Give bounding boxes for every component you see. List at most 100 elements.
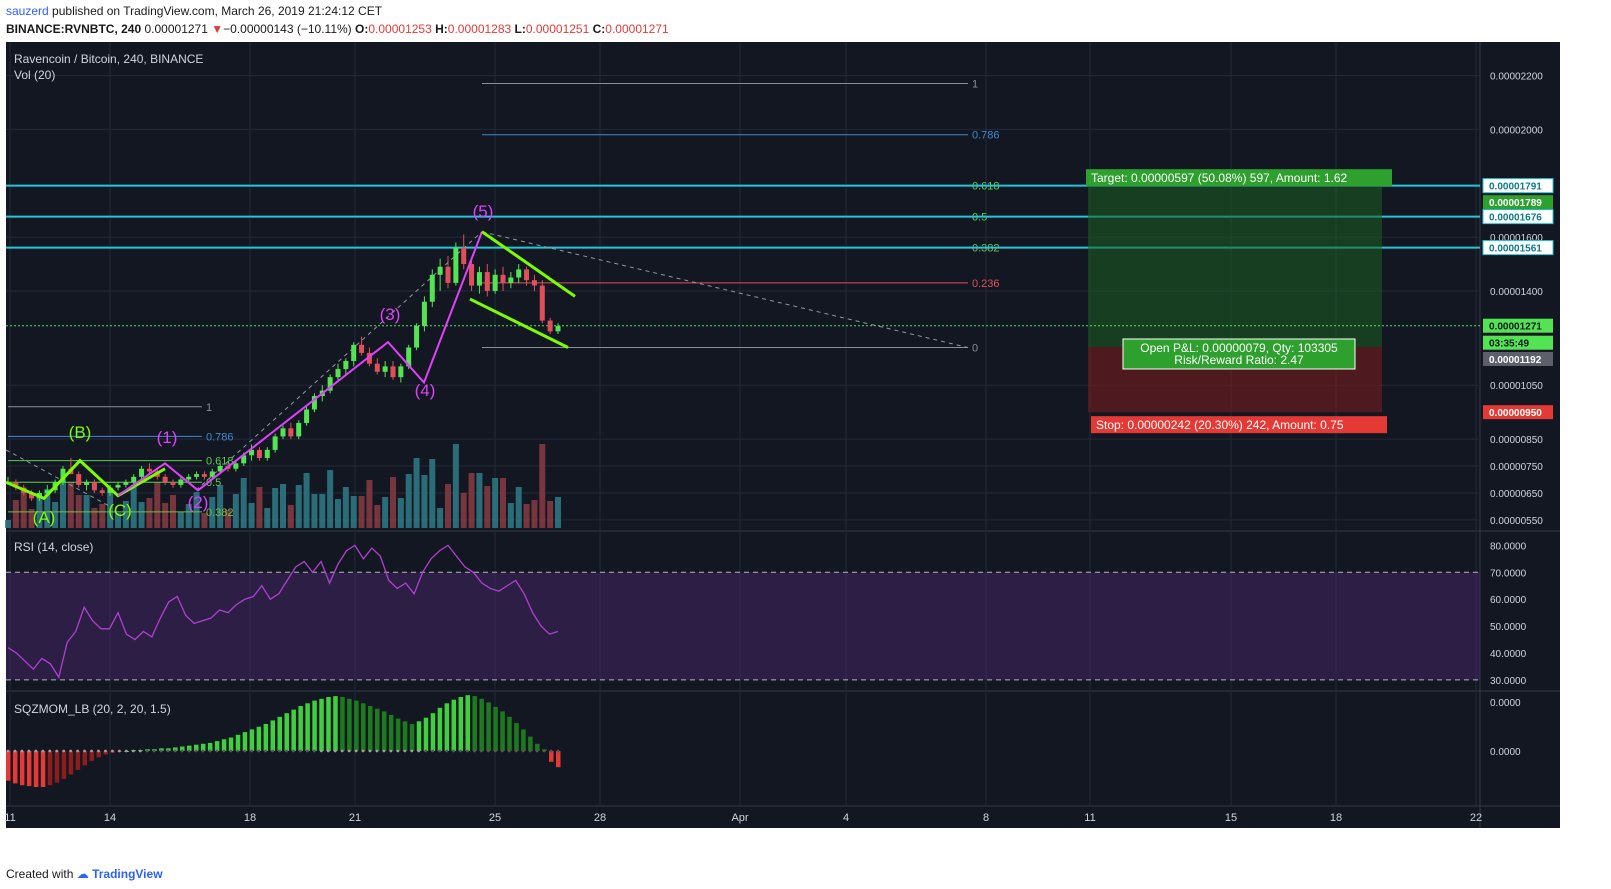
squeeze-dot bbox=[76, 749, 80, 753]
volume-bar bbox=[413, 458, 420, 528]
candle-body bbox=[311, 396, 317, 410]
candle-body bbox=[516, 269, 522, 278]
candle-body bbox=[421, 301, 427, 326]
squeeze-dot bbox=[292, 749, 295, 753]
volume-bar bbox=[295, 485, 302, 528]
momentum-bar bbox=[479, 698, 484, 751]
momentum-bar bbox=[193, 744, 199, 751]
squeeze-dot bbox=[403, 749, 407, 753]
volume-bar bbox=[225, 510, 231, 528]
symbol-name: BINANCE:RVNBTC, 240 bbox=[6, 22, 142, 36]
squeeze-dot bbox=[326, 749, 330, 753]
candle-body bbox=[29, 492, 35, 499]
impulse-wave-line bbox=[117, 231, 483, 497]
momentum-bar bbox=[549, 751, 554, 762]
rsi-band bbox=[6, 572, 1480, 680]
price-badge bbox=[1483, 318, 1553, 333]
volume-bar bbox=[390, 477, 396, 528]
momentum-bar bbox=[402, 721, 408, 751]
target-label: Target: 0.00000597 (50.08%) 597, Amount:… bbox=[1091, 171, 1348, 185]
wave-label: (B) bbox=[69, 423, 92, 442]
volume-bar bbox=[287, 505, 294, 528]
trend-dashed-line bbox=[481, 231, 969, 349]
momentum-bar bbox=[173, 747, 178, 751]
squeeze-dot bbox=[222, 749, 226, 753]
volume-bar bbox=[452, 444, 459, 528]
volume-bar bbox=[256, 487, 263, 528]
tradingview-link[interactable]: TradingView bbox=[92, 867, 163, 881]
x-tick-label: 4 bbox=[843, 812, 849, 824]
last-price: 0.00001271 bbox=[144, 22, 208, 36]
squeeze-dot bbox=[368, 749, 372, 753]
candle-body bbox=[374, 363, 380, 372]
price-badge bbox=[1482, 209, 1554, 225]
candle-body bbox=[476, 272, 482, 286]
open-label: O: bbox=[355, 22, 369, 36]
candle-body bbox=[382, 366, 388, 372]
candle-body bbox=[359, 344, 365, 353]
momentum-bar bbox=[284, 713, 289, 751]
squeeze-dot bbox=[507, 749, 511, 753]
squeeze-dot bbox=[312, 749, 316, 753]
candle-body bbox=[60, 468, 66, 483]
price-badge-label: 0.00001791 bbox=[1489, 182, 1542, 193]
squeeze-dot bbox=[152, 749, 156, 753]
momentum-bar bbox=[333, 696, 338, 751]
squeeze-dot bbox=[375, 749, 379, 753]
squeeze-dot bbox=[138, 749, 142, 753]
momentum-bar bbox=[319, 698, 324, 751]
candle-body bbox=[555, 325, 561, 332]
open-value: 0.00001253 bbox=[368, 22, 432, 36]
momentum-bar bbox=[228, 737, 234, 751]
volume-bar bbox=[429, 459, 436, 528]
squeeze-dot bbox=[97, 749, 100, 753]
candle-body bbox=[366, 352, 372, 364]
volume-bar bbox=[476, 473, 483, 528]
volume-bar bbox=[531, 500, 538, 528]
candle-body bbox=[201, 474, 207, 477]
sqz-title: SQZMOM_LB (20, 2, 20, 1.5) bbox=[14, 702, 171, 716]
volume-bar bbox=[547, 501, 554, 528]
volume-bar bbox=[500, 478, 506, 528]
y-tick-label: 0.00000750 bbox=[1490, 462, 1543, 473]
candle-body bbox=[288, 428, 294, 437]
candle-body bbox=[500, 274, 506, 283]
squeeze-dot bbox=[13, 749, 17, 753]
candle-body bbox=[170, 482, 176, 485]
momentum-bar bbox=[61, 751, 67, 779]
created-with-text: Created with bbox=[6, 867, 74, 881]
squeeze-dot bbox=[521, 749, 525, 753]
wave-label: (1) bbox=[157, 428, 178, 447]
squeeze-dot bbox=[208, 749, 212, 753]
x-tick-label: 18 bbox=[244, 812, 256, 824]
squeeze-dot bbox=[83, 749, 86, 753]
momentum-bar bbox=[256, 726, 262, 751]
volume-bar bbox=[515, 487, 522, 528]
x-tick-label: 11 bbox=[1084, 812, 1095, 824]
rsi-line bbox=[7, 544, 559, 679]
squeeze-dot bbox=[69, 749, 73, 753]
squeeze-dot bbox=[104, 749, 107, 753]
x-tick-label: 14 bbox=[104, 812, 116, 824]
y-tick-label: 0.00000850 bbox=[1490, 435, 1543, 446]
squeeze-dot bbox=[305, 749, 309, 753]
volume-bar bbox=[162, 503, 169, 528]
squeeze-dot bbox=[201, 749, 205, 753]
price-badge-label: 0.00000950 bbox=[1489, 408, 1542, 419]
squeeze-dot bbox=[382, 749, 386, 753]
momentum-bar bbox=[200, 743, 206, 751]
momentum-bar bbox=[381, 711, 387, 751]
momentum-bar bbox=[33, 751, 39, 787]
momentum-bar bbox=[493, 706, 498, 751]
candle-body bbox=[84, 482, 90, 485]
volume-bar bbox=[99, 504, 106, 528]
rsi-tick-label: 80.0000 bbox=[1490, 541, 1527, 552]
candle-body bbox=[445, 266, 451, 283]
squeeze-dot bbox=[41, 749, 45, 753]
squeeze-dot bbox=[299, 749, 302, 753]
tradingview-logo-icon[interactable]: ☁ bbox=[76, 867, 89, 881]
author-link[interactable]: sauzerd bbox=[6, 4, 49, 18]
squeeze-dot bbox=[445, 749, 449, 753]
symbol-info: BINANCE:RVNBTC, 240 0.00001271 ▼−0.00000… bbox=[6, 22, 669, 36]
